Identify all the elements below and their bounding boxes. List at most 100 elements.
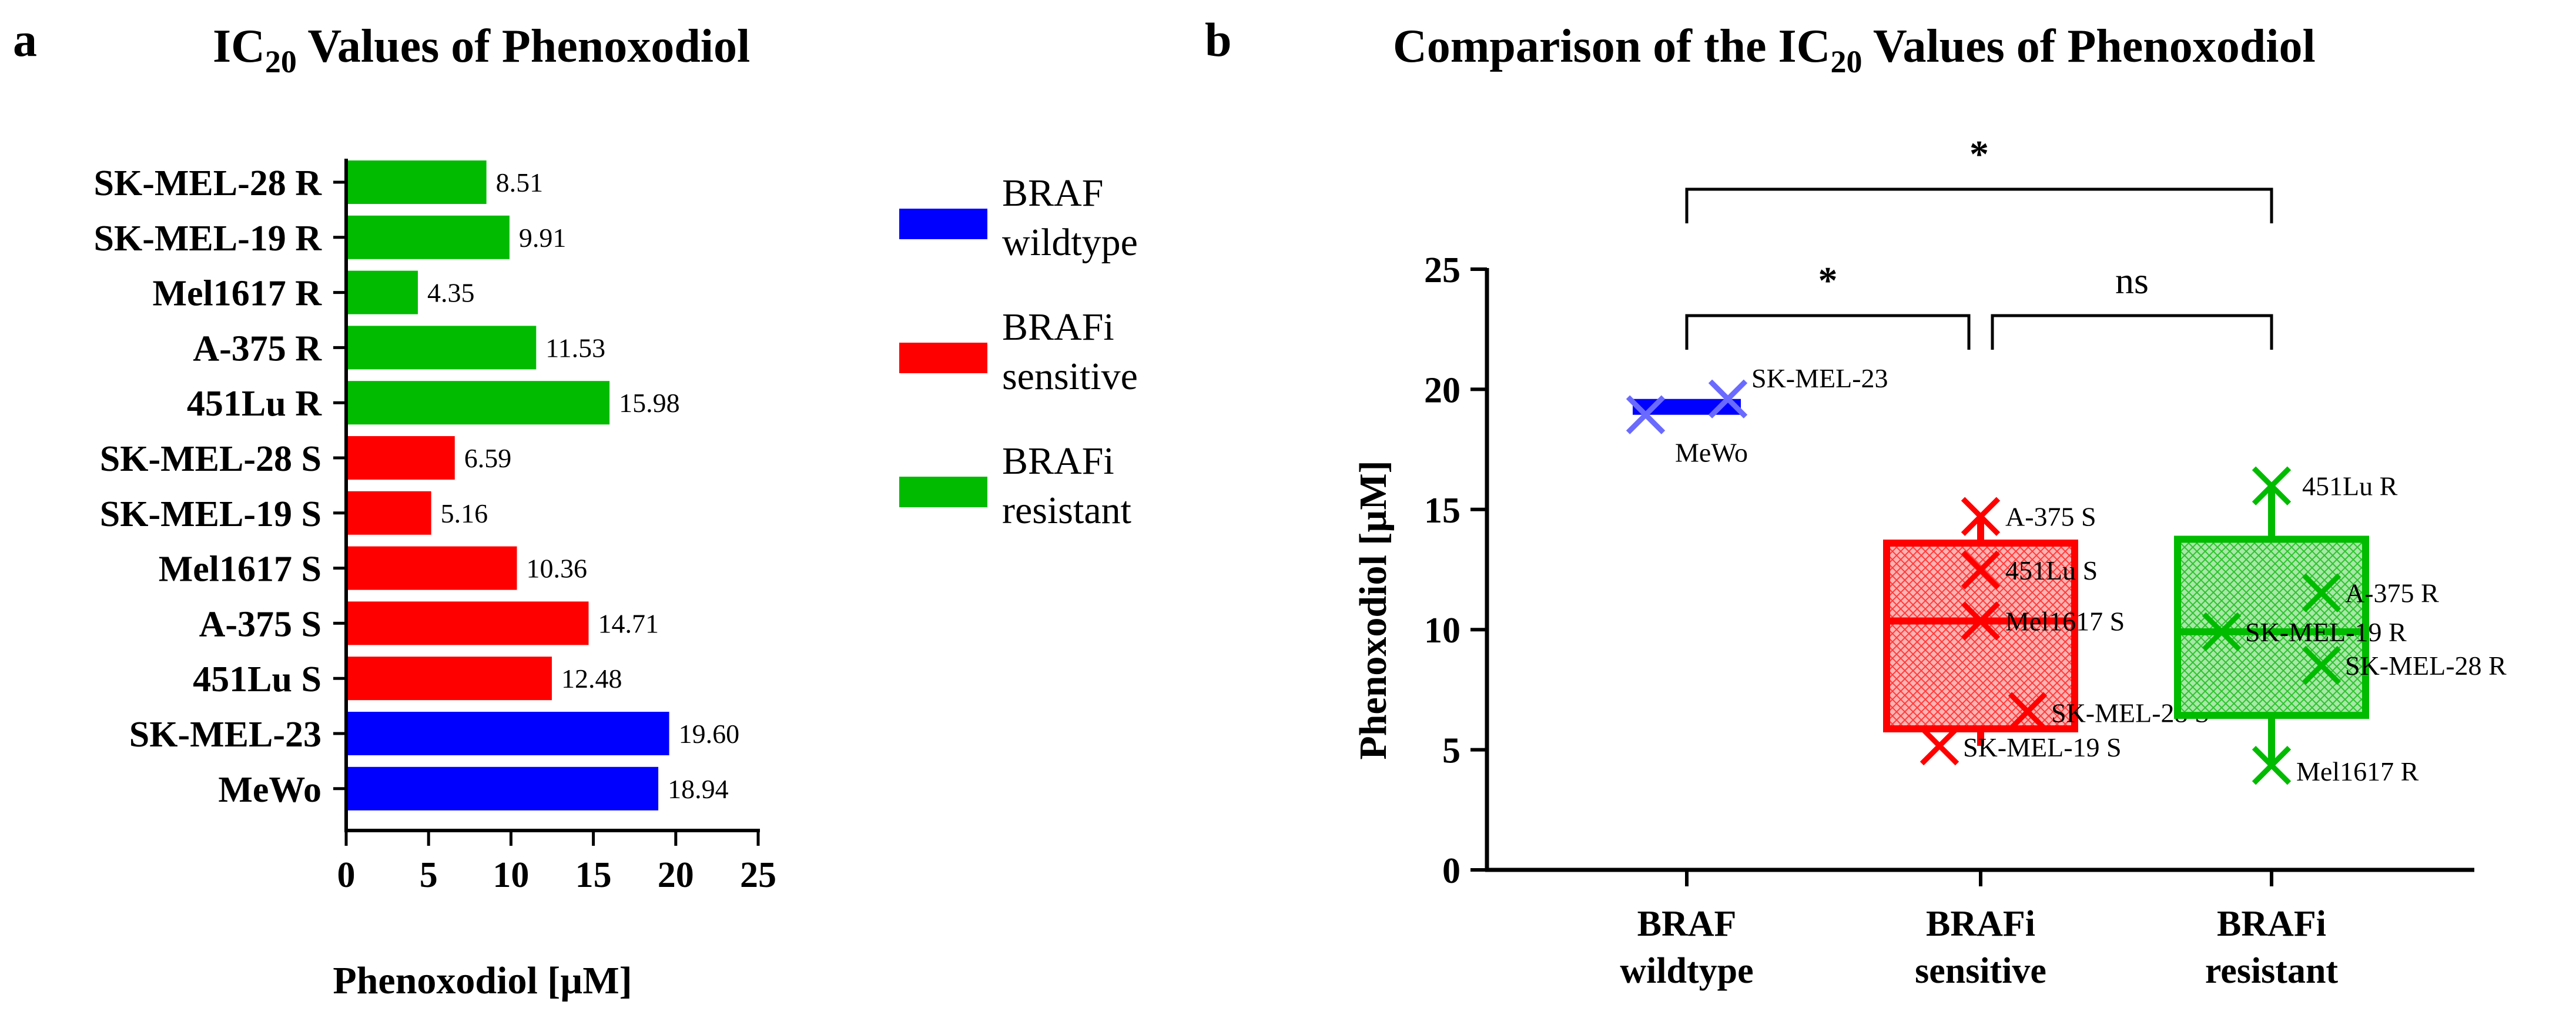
bar: [346, 326, 537, 370]
bar: [346, 766, 659, 811]
panel-a-x-axis-label: Phenoxodiol [µM]: [333, 959, 632, 1002]
bar-value-label: 18.94: [668, 774, 729, 804]
category-tick-label: Mel1617 R: [152, 274, 322, 314]
data-point-label: 451Lu S: [2005, 555, 2098, 585]
data-point-label: SK-MEL-19 R: [2245, 617, 2407, 647]
category-tick-label: SK-MEL-19 R: [94, 219, 323, 259]
data-point-marker: [1626, 395, 1666, 434]
bar: [346, 601, 589, 645]
data-point-label: A-375 R: [2345, 578, 2439, 608]
bar: [346, 546, 517, 590]
bar: [346, 491, 431, 535]
x-tick-label: 0: [337, 855, 356, 895]
box-group-wildtype: MeWo SK-MEL-23: [1626, 363, 1888, 468]
significance-label: *: [1969, 133, 1989, 176]
data-point-label: Mel1617 R: [2296, 756, 2419, 786]
significance-bracket: [1991, 314, 2273, 350]
bar-value-label: 10.36: [526, 554, 587, 584]
legend-label-line2: sensitive: [1002, 355, 1138, 398]
category-tick-label: SK-MEL-28 R: [94, 163, 323, 203]
category-tick-label: A-375 S: [199, 604, 321, 644]
category-tick-label: Mel1617 S: [159, 550, 321, 590]
legend-swatch: [899, 209, 987, 239]
bar-value-label: 6.59: [464, 443, 512, 473]
legend-swatch: [899, 343, 987, 373]
x-category-label-line1: BRAFi: [2217, 904, 2326, 944]
y-tick-label: 20: [1424, 370, 1460, 410]
bar: [346, 381, 610, 425]
box-group-resistant: 451Lu R A-375 R SK-MEL-19 R SK-MEL-28 R Mel1…: [2174, 466, 2507, 786]
bar-value-label: 4.35: [427, 278, 475, 308]
y-tick-label: 25: [1424, 250, 1460, 290]
bar-value-label: 14.71: [598, 608, 659, 638]
bar: [346, 160, 487, 204]
legend-swatch: [899, 477, 987, 507]
data-point-label: SK-MEL-23: [1751, 363, 1888, 393]
bar-value-label: 19.60: [679, 719, 740, 749]
significance-label: ns: [2115, 260, 2149, 302]
legend-label-line2: resistant: [1002, 489, 1131, 532]
data-point-marker: [1920, 726, 1959, 766]
bar-value-label: 11.53: [545, 333, 605, 363]
category-tick-label: SK-MEL-19 S: [100, 494, 321, 534]
data-point-marker: [2202, 612, 2242, 652]
y-tick-label: 15: [1424, 491, 1460, 531]
bar-value-label: 12.48: [561, 664, 622, 694]
significance-label: *: [1818, 259, 1838, 302]
category-tick-label: MeWo: [218, 770, 321, 810]
panel-b-label: b: [1205, 13, 1232, 66]
legend-label-line1: BRAFi: [1002, 440, 1114, 483]
data-point-marker: [2302, 645, 2341, 685]
panel-a-label: a: [13, 13, 37, 66]
bar: [346, 712, 669, 755]
data-point-marker: [2252, 745, 2292, 785]
data-point-label: SK-MEL-19 S: [1963, 732, 2122, 762]
x-tick-label: 25: [740, 855, 776, 895]
x-tick-label: 15: [575, 855, 612, 895]
data-point-label: A-375 S: [2005, 502, 2096, 532]
bar-value-label: 9.91: [519, 223, 567, 253]
y-tick-label: 0: [1442, 851, 1460, 891]
category-tick-label: SK-MEL-28 S: [100, 439, 321, 479]
x-tick-label: 20: [658, 855, 694, 895]
legend-label-line1: BRAF: [1002, 172, 1103, 215]
bar-value-label: 5.16: [441, 498, 488, 528]
data-point-marker: [1708, 379, 1748, 418]
panel-b-title: Comparison of the IC20 Values of Phenoxo…: [1393, 21, 2316, 79]
data-point-marker: [2302, 573, 2341, 612]
category-tick-label: 451Lu R: [187, 384, 322, 424]
panel-b: b Comparison of the IC20 Values of Pheno…: [1205, 13, 2507, 991]
bar: [346, 657, 552, 701]
significance-brackets: * ns *: [1685, 133, 2273, 350]
x-tick-label: 10: [493, 855, 529, 895]
data-point-marker: [1961, 497, 2001, 536]
bar: [346, 270, 418, 314]
panel-a: a IC20 Values of Phenoxodiol 8.51 9.91 4.3…: [13, 13, 1138, 1002]
x-category-label-line1: BRAFi: [1926, 904, 2035, 944]
bar: [346, 215, 510, 259]
legend-label-line1: BRAFi: [1002, 306, 1114, 349]
data-point-marker: [2008, 692, 2048, 731]
bar: [346, 436, 455, 480]
category-tick-label: 451Lu S: [193, 659, 321, 699]
data-point-label: SK-MEL-28 R: [2345, 651, 2507, 681]
bar-series: 8.51 9.91 4.35 11.53 15.98 6.59 5.16 10.36 14.71…: [346, 160, 739, 811]
category-tick-label: SK-MEL-23: [129, 715, 321, 755]
panel-b-y-axis-label: Phenoxodiol [µM]: [1352, 460, 1395, 759]
box-plot: 0 5 10 15 20 25 MeWo SK-MEL-23 BRAF wildtype A-375…: [1424, 133, 2507, 991]
y-tick-label: 5: [1442, 731, 1460, 771]
x-category-label-line2: wildtype: [1620, 951, 1753, 991]
x-tick-label: 5: [420, 855, 438, 895]
panel-a-title: IC20 Values of Phenoxodiol: [213, 21, 750, 79]
bar-value-label: 15.98: [619, 388, 680, 418]
x-category-label-line2: sensitive: [1915, 951, 2046, 991]
significance-bracket: [1685, 314, 1971, 350]
bar-value-label: 8.51: [496, 168, 544, 197]
category-tick-label: A-375 R: [193, 329, 322, 369]
data-point-marker: [1961, 601, 2001, 641]
legend-label-line2: wildtype: [1002, 221, 1138, 264]
significance-bracket: [1685, 187, 2273, 223]
data-point-label: 451Lu R: [2302, 471, 2398, 501]
